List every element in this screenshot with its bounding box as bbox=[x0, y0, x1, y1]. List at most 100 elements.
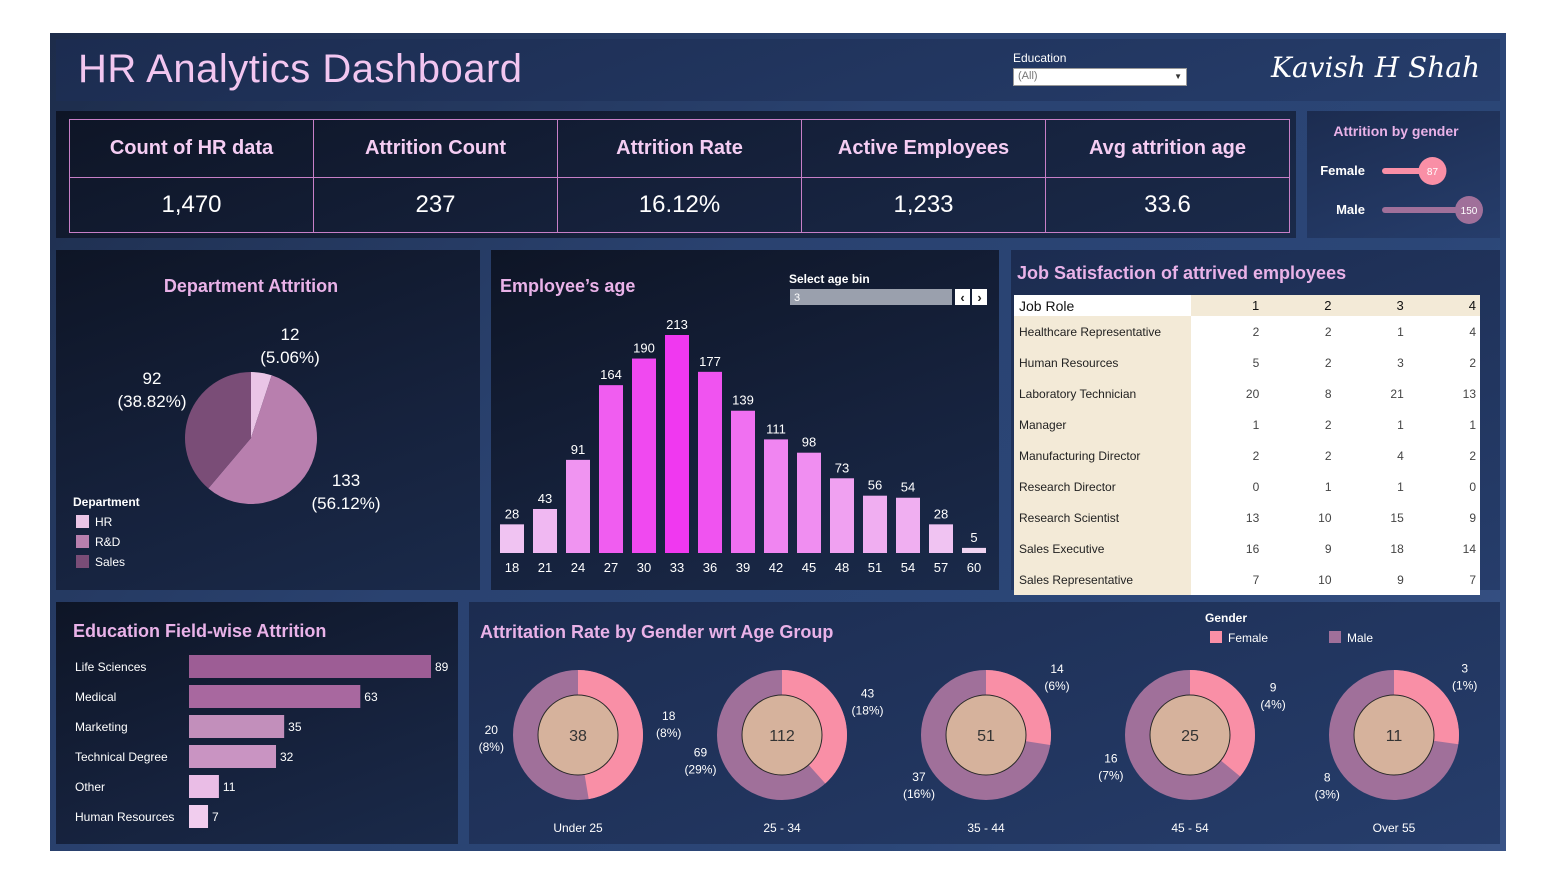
chevron-left-icon: ‹ bbox=[960, 290, 964, 305]
job-role-cell: Research Scientist bbox=[1014, 502, 1191, 533]
age-bar[interactable] bbox=[632, 358, 656, 553]
pie-slice[interactable] bbox=[251, 372, 272, 438]
donut-female-pct: (6%) bbox=[1044, 679, 1069, 693]
education-bar-value: 32 bbox=[280, 750, 294, 764]
gender-bar-label: Female bbox=[1320, 163, 1365, 178]
table-row: Sales Executive 16 9 18 14 bbox=[1014, 533, 1480, 564]
age-bar[interactable] bbox=[863, 495, 887, 553]
gender-chart: Attrition by gender Female 87 Male 150 bbox=[1320, 123, 1483, 224]
age-bar-value: 177 bbox=[699, 354, 721, 369]
satisfaction-cell: 18 bbox=[1335, 533, 1408, 564]
age-bar[interactable] bbox=[797, 452, 821, 553]
satisfaction-cell: 8 bbox=[1263, 378, 1336, 409]
author-name: Kavish H Shah bbox=[1271, 51, 1480, 84]
donut-total: 11 bbox=[1386, 728, 1403, 745]
satisfaction-cell: 20 bbox=[1191, 378, 1264, 409]
satisfaction-cell: 2 bbox=[1263, 316, 1336, 347]
column-header[interactable]: 1 bbox=[1191, 295, 1264, 316]
age-bar[interactable] bbox=[731, 410, 755, 553]
pie-slice[interactable] bbox=[185, 372, 251, 489]
education-bar-value: 11 bbox=[223, 780, 236, 794]
donut-female-segment[interactable] bbox=[578, 670, 643, 800]
age-bar[interactable] bbox=[764, 439, 788, 553]
education-bar-value: 89 bbox=[435, 660, 449, 674]
age-bar[interactable] bbox=[533, 508, 557, 553]
department-pie-chart: Department Attrition 12 (5.06%) 133 (56.12%… bbox=[73, 276, 380, 569]
age-tick-label: 36 bbox=[703, 560, 717, 575]
age-group-label: 35 - 44 bbox=[967, 821, 1005, 835]
age-bin-input[interactable] bbox=[790, 289, 952, 305]
age-bar[interactable] bbox=[962, 547, 986, 553]
column-header[interactable]: 4 bbox=[1407, 295, 1480, 316]
column-header[interactable]: 3 bbox=[1335, 295, 1408, 316]
donut-male-value: 20 bbox=[485, 723, 499, 737]
education-bar[interactable] bbox=[189, 655, 431, 678]
satisfaction-cell: 3 bbox=[1335, 347, 1408, 378]
donut-male-pct: (29%) bbox=[684, 763, 716, 777]
donut-center bbox=[1149, 694, 1231, 776]
column-header[interactable]: Job Role bbox=[1014, 295, 1191, 316]
donut-female-segment[interactable] bbox=[1394, 670, 1459, 745]
department-chart-title: Department Attrition bbox=[164, 276, 338, 296]
donut-total: 38 bbox=[569, 728, 587, 745]
education-bar[interactable] bbox=[189, 775, 219, 798]
donut-center bbox=[537, 694, 619, 776]
job-role-cell: Sales Executive bbox=[1014, 533, 1191, 564]
donut-female-segment[interactable] bbox=[986, 670, 1051, 745]
table-header-row: Job Role 1 2 3 4 bbox=[1014, 295, 1480, 316]
education-filter-select[interactable]: (All) ▼ bbox=[1013, 68, 1187, 86]
education-bars: Life Sciences 89 Medical 63 Marketing 35 Techn… bbox=[75, 655, 449, 828]
age-bar[interactable] bbox=[599, 385, 623, 553]
gender-bar-value: 150 bbox=[1461, 206, 1478, 217]
age-bar[interactable] bbox=[566, 459, 590, 553]
job-satisfaction-title: Job Satisfaction of attrived employees bbox=[1017, 263, 1347, 283]
satisfaction-cell: 1 bbox=[1335, 471, 1408, 502]
satisfaction-cell: 1 bbox=[1191, 409, 1264, 440]
table-row: Sales Representative 7 10 9 7 bbox=[1014, 564, 1480, 595]
age-tick-label: 33 bbox=[670, 560, 684, 575]
satisfaction-cell: 4 bbox=[1407, 316, 1480, 347]
donut-female-pct: (18%) bbox=[852, 703, 884, 717]
gender-bar[interactable] bbox=[1382, 207, 1469, 213]
education-bar[interactable] bbox=[189, 805, 209, 828]
age-bar[interactable] bbox=[896, 497, 920, 553]
employee-age-chart: Employee’s age Select age bin 3 ‹ › 28 18… bbox=[500, 272, 987, 575]
department-attrition-panel: Department Attrition 12 (5.06%) 133 (56.12%… bbox=[56, 250, 480, 590]
column-header[interactable]: 2 bbox=[1263, 295, 1336, 316]
education-bar[interactable] bbox=[189, 745, 277, 768]
donut-female-pct: (8%) bbox=[656, 726, 681, 740]
table-row: Manager 1 2 1 1 bbox=[1014, 409, 1480, 440]
education-bar-label: Medical bbox=[75, 690, 116, 704]
age-tick-label: 42 bbox=[769, 560, 783, 575]
donut-male-value: 69 bbox=[694, 746, 708, 760]
education-bar[interactable] bbox=[189, 685, 361, 708]
age-bar[interactable] bbox=[665, 335, 689, 553]
table-row: Manufacturing Director 2 2 4 2 bbox=[1014, 440, 1480, 471]
pie-slice[interactable] bbox=[208, 375, 318, 504]
donut-total: 51 bbox=[977, 728, 995, 745]
age-bars: 28 18 43 21 91 24 164 27 190 30 213 33 177 36 139 39 111… bbox=[500, 317, 986, 575]
education-bar[interactable] bbox=[189, 715, 285, 738]
donut-female-segment[interactable] bbox=[1190, 670, 1255, 777]
age-bar[interactable] bbox=[500, 524, 524, 553]
age-bar[interactable] bbox=[929, 524, 953, 553]
satisfaction-cell: 16 bbox=[1191, 533, 1264, 564]
satisfaction-cell: 2 bbox=[1191, 440, 1264, 471]
next-button[interactable] bbox=[972, 289, 987, 305]
legend-swatch bbox=[76, 515, 89, 528]
gender-age-group-panel: Attritation Rate by Gender wrt Age Group… bbox=[469, 602, 1500, 844]
education-bar-value: 35 bbox=[288, 720, 302, 734]
donut-center bbox=[1353, 694, 1435, 776]
age-bar[interactable] bbox=[830, 478, 854, 553]
age-bar-value: 28 bbox=[934, 506, 948, 521]
age-group-label: Over 55 bbox=[1373, 821, 1416, 835]
age-bin-value: 3 bbox=[794, 292, 800, 304]
age-bar[interactable] bbox=[698, 371, 722, 553]
age-tick-label: 18 bbox=[505, 560, 519, 575]
age-bar-value: 54 bbox=[901, 480, 915, 495]
donut-female-value: 9 bbox=[1270, 681, 1277, 695]
satisfaction-cell: 2 bbox=[1263, 409, 1336, 440]
prev-button[interactable] bbox=[955, 289, 970, 305]
kpi-label: Avg attrition age bbox=[1045, 119, 1290, 178]
job-role-cell: Research Director bbox=[1014, 471, 1191, 502]
